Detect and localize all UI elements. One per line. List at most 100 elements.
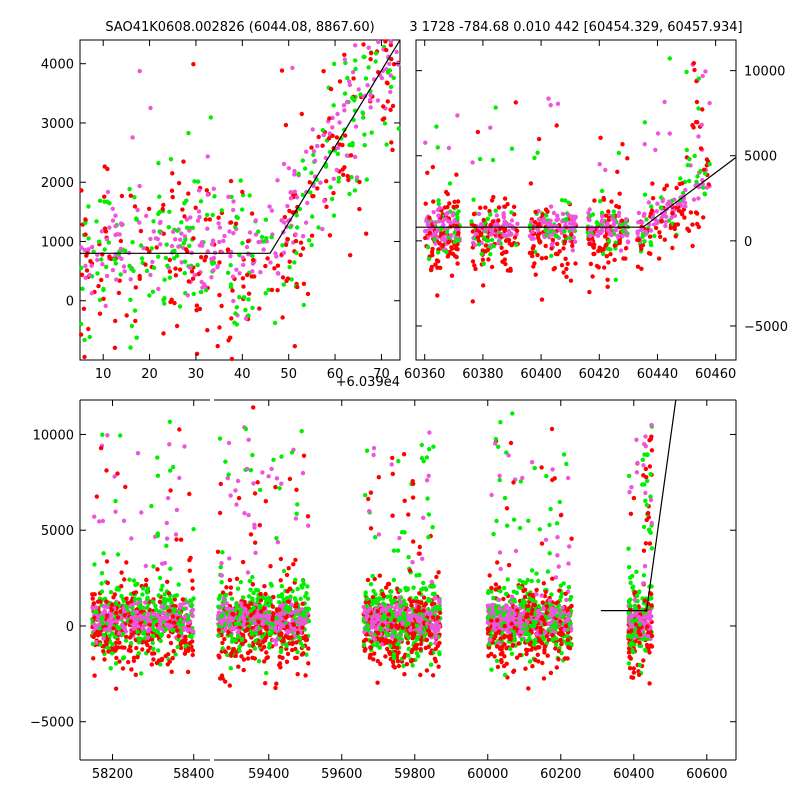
data-point [190,652,195,658]
data-point [157,623,162,629]
data-point [153,603,158,609]
data-point [306,646,311,651]
data-point [224,585,229,590]
data-point [174,507,180,513]
data-point [234,214,239,220]
data-point [245,570,251,575]
data-point [219,580,224,585]
data-point [433,630,438,636]
left-panel-title: SAO41K0608.002826 (6044.08, 8867.60) [105,20,374,35]
data-point [305,514,311,519]
data-point [122,613,127,618]
data-point [383,615,388,620]
data-point [368,645,374,651]
data-point [656,256,662,261]
data-point [167,608,172,614]
data-point [101,551,106,556]
data-point [119,584,124,589]
data-point [435,250,441,255]
data-point [179,260,184,265]
data-point [292,168,297,174]
data-point [91,601,97,606]
data-point [609,199,614,204]
data-point [485,216,490,221]
data-point [256,659,262,664]
data-point [239,601,244,606]
data-point [683,187,688,193]
data-point [267,643,272,648]
data-point [510,224,515,229]
data-point [250,261,256,266]
data-point [148,272,153,278]
data-point [257,523,262,528]
data-point [90,605,95,611]
data-point [173,273,179,278]
data-point [288,196,294,201]
data-point [406,653,411,658]
full-points [90,405,655,691]
data-point [337,79,343,84]
zoom-right-points [422,56,712,304]
data-point [253,550,258,555]
data-point [158,662,163,667]
data-point [660,199,665,204]
data-point [639,227,645,232]
data-point [169,297,174,302]
data-point [548,103,553,108]
data-point [360,110,365,115]
data-point [541,216,546,222]
data-point [553,233,558,238]
data-point [144,605,150,611]
data-point [281,161,287,167]
data-point [502,196,508,201]
data-point [652,233,657,239]
data-point [481,261,486,266]
data-point [292,172,297,177]
data-point [250,269,255,274]
data-point [107,633,112,638]
data-point [375,600,380,605]
y-tick-label: 2000 [41,176,74,191]
data-point [202,258,207,263]
data-point [219,208,224,213]
data-point [260,470,265,475]
data-point [121,625,127,630]
data-point [478,205,483,210]
data-point [456,237,461,242]
data-point [687,157,692,162]
data-point [563,223,568,228]
data-point [252,620,257,626]
data-point [690,243,695,249]
data-point [131,658,137,663]
data-point [101,649,106,654]
data-point [315,186,320,191]
data-point [135,451,141,456]
data-point [544,213,549,218]
data-point [249,211,255,216]
data-point [211,186,216,191]
data-point [178,617,183,622]
data-point [82,337,87,343]
data-point [267,204,272,209]
data-point [102,199,107,204]
data-point [606,238,612,244]
data-point [121,264,127,269]
data-point [550,237,556,242]
x-tick-label: 60460 [695,367,736,382]
data-point [284,659,290,664]
data-point [404,622,409,628]
data-point [488,212,493,217]
data-point [211,268,216,273]
data-point [187,265,193,270]
data-point [273,685,278,691]
data-point [373,592,378,597]
data-point [524,651,529,657]
data-point [289,450,295,455]
data-point [162,611,167,616]
data-point [274,616,279,621]
data-point [276,620,281,625]
data-point [701,185,706,190]
data-point [410,636,415,641]
y-tick-label: −5000 [744,320,788,335]
data-point [99,589,105,594]
